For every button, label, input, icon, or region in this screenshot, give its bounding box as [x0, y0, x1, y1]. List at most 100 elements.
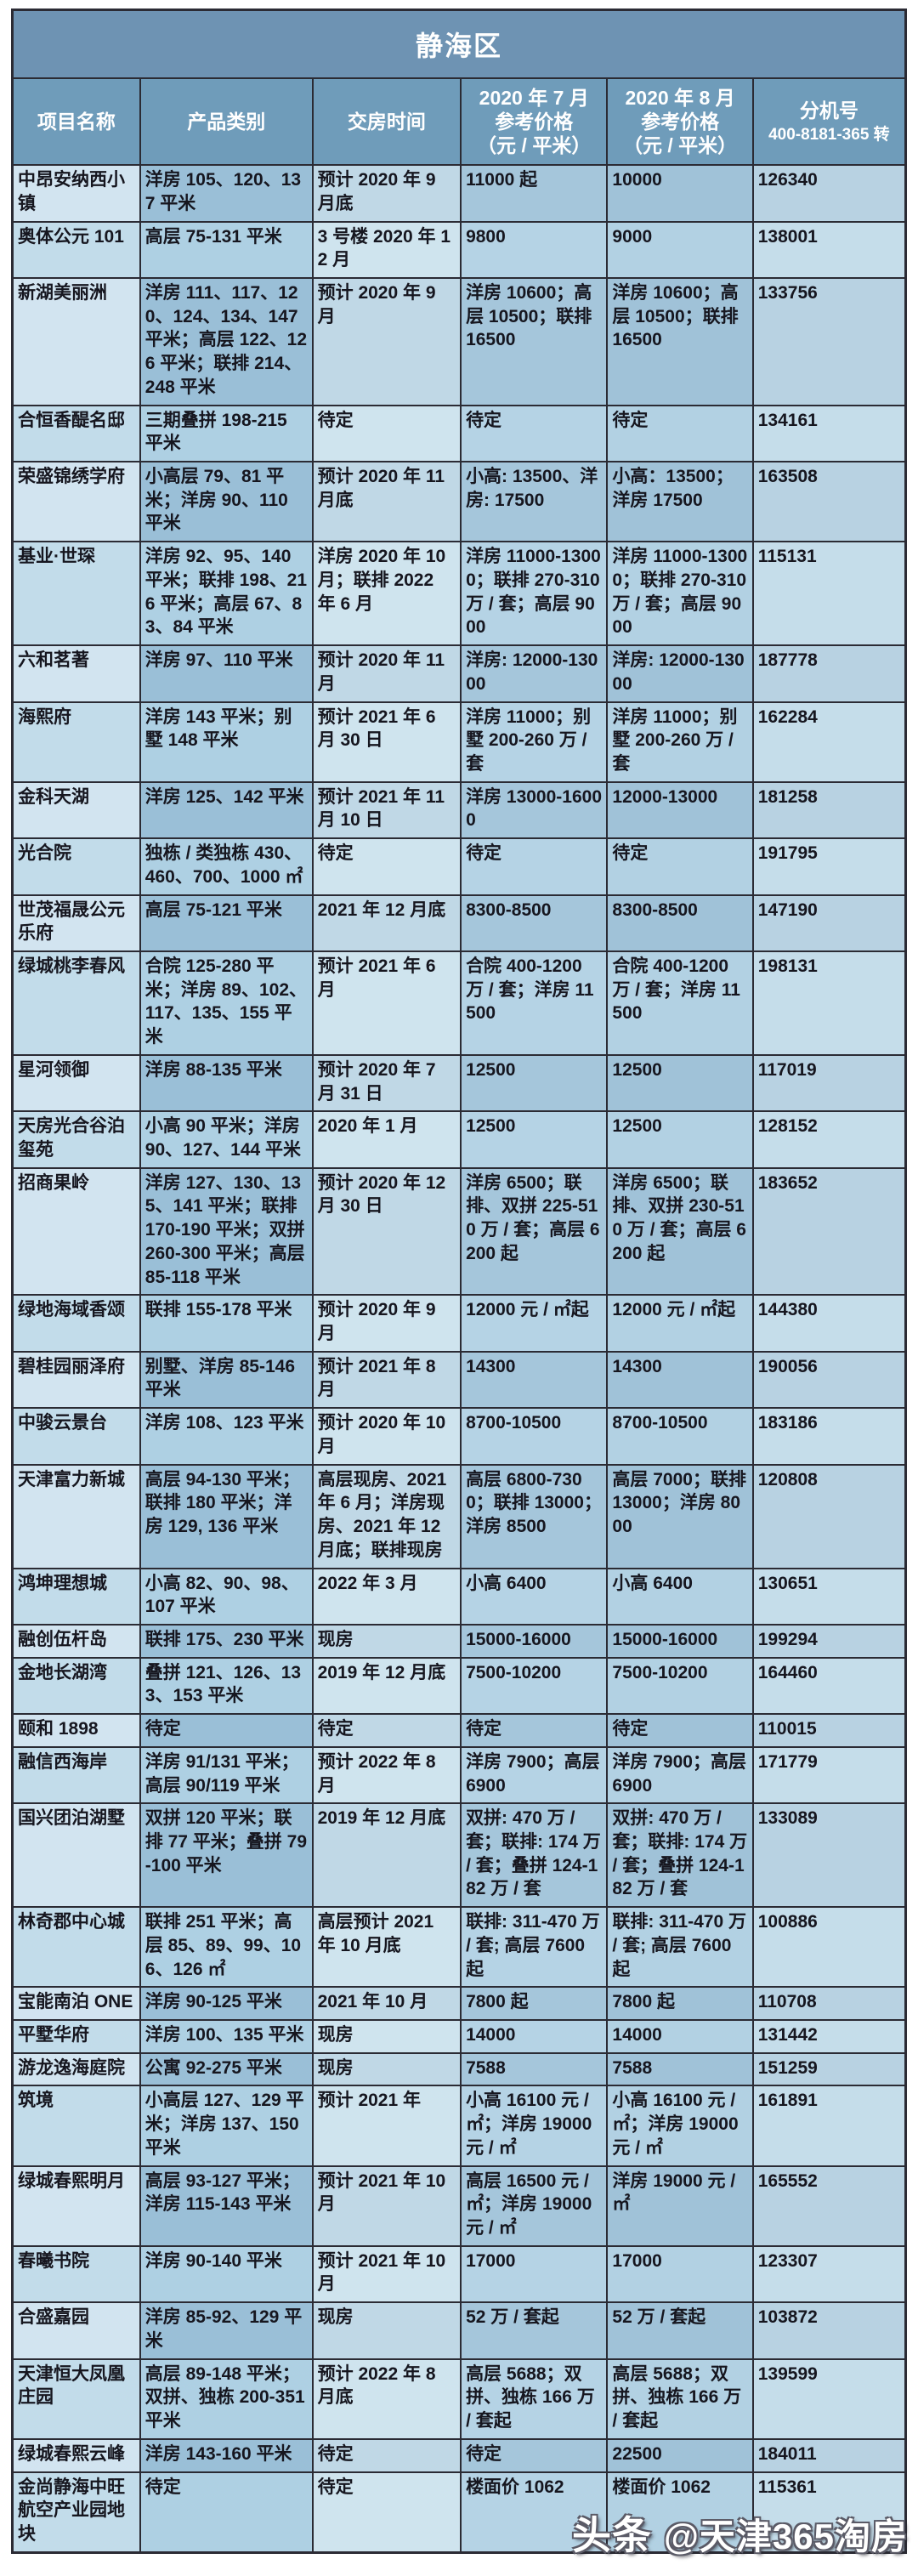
cell-extension: 120808	[751, 1463, 907, 1569]
cell-august-price: 22500	[606, 2437, 754, 2473]
watermark-brand-logo: 头条	[571, 2512, 652, 2557]
cell-delivery-time: 预计 2020 年 9 月底	[311, 164, 462, 223]
cell-project-name: 融信西海岸	[11, 1745, 141, 1805]
cell-july-price: 9800	[460, 220, 609, 280]
cell-extension: 191795	[751, 837, 907, 896]
cell-july-price: 高层 16500 元 / ㎡；洋房 19000 元 / ㎡	[460, 2165, 609, 2247]
cell-extension: 130651	[751, 1567, 907, 1626]
cell-july-price: 小高 6400	[460, 1567, 609, 1626]
cell-august-price: 小高 6400	[606, 1567, 754, 1626]
cell-product-type: 小高层 79、81 平米；洋房 90、110 平米	[139, 461, 314, 543]
cell-july-price: 洋房 11000-13000；联排 270-310 万 / 套；高层 9000	[460, 541, 609, 647]
table-row: 颐和 1898 待定 待定 待定 待定 110015	[11, 1713, 907, 1748]
cell-product-type: 高层 93-127 平米；洋房 115-143 平米	[139, 2165, 314, 2247]
cell-project-name: 碧桂园丽泽府	[11, 1350, 141, 1410]
table-title: 静海区	[11, 9, 907, 79]
table-row: 绿地海域香颂 联排 155-178 平米 预计 2020 年 9 月 12000 元 …	[11, 1294, 907, 1353]
cell-august-price: 洋房 11000；别墅 200-260 万 / 套	[606, 701, 754, 783]
cell-product-type: 三期叠拼 198-215 平米	[139, 404, 314, 463]
cell-july-price: 8700-10500	[460, 1407, 609, 1466]
cell-project-name: 天房光合谷泊玺苑	[11, 1110, 141, 1169]
cell-extension: 198131	[751, 950, 907, 1056]
cell-july-price: 待定	[460, 2437, 609, 2473]
cell-july-price: 洋房 11000；别墅 200-260 万 / 套	[460, 701, 609, 783]
cell-august-price: 9000	[606, 220, 754, 280]
table-row: 合盛嘉园 洋房 85-92、129 平米 现房 52 万 / 套起 52 万 / 套起 1…	[11, 2301, 907, 2360]
cell-july-price: 高层 6800-7300；联排 13000；洋房 8500	[460, 1463, 609, 1569]
cell-product-type: 待定	[139, 2471, 314, 2554]
cell-july-price: 洋房 7900；高层 6900	[460, 1745, 609, 1805]
cell-august-price: 17000	[606, 2244, 754, 2304]
cell-delivery-time: 2020 年 1 月	[311, 1110, 462, 1169]
col-header-product: 产品类别	[139, 77, 314, 167]
cell-july-price: 12500	[460, 1053, 609, 1113]
cell-product-type: 高层 75-121 平米	[139, 894, 314, 952]
table-row: 碧桂园丽泽府 别墅、洋房 85-146 平米 预计 2021 年 8 月 14300 1…	[11, 1350, 907, 1410]
table-row: 平墅华府 洋房 100、135 平米 现房 14000 14000 131442	[11, 2019, 907, 2054]
cell-extension: 171779	[751, 1745, 907, 1805]
cell-project-name: 宝能南泊 ONE	[11, 1986, 141, 2022]
cell-delivery-time: 2019 年 12 月底	[311, 1656, 462, 1716]
title-row: 静海区	[11, 9, 907, 79]
cell-product-type: 洋房 90-140 平米	[139, 2244, 314, 2304]
cell-product-type: 洋房 97、110 平米	[139, 644, 314, 703]
cell-august-price: 洋房: 12000-13000	[606, 644, 754, 703]
cell-product-type: 合院 125-280 平米；洋房 89、102、117、135、155 平米	[139, 950, 314, 1056]
cell-delivery-time: 预计 2020 年 11 月	[311, 644, 462, 703]
table-row: 天津恒大凤凰庄园 高层 89-148 平米；双拼、独栋 200-351 平米 预计 …	[11, 2358, 907, 2440]
cell-product-type: 洋房 90-125 平米	[139, 1986, 314, 2022]
cell-product-type: 联排 155-178 平米	[139, 1294, 314, 1353]
cell-product-type: 洋房 92、95、140 平米；联排 198、216 平米；高层 67、83、8…	[139, 541, 314, 647]
cell-project-name: 林奇郡中心城	[11, 1906, 141, 1989]
table-row: 融信西海岸 洋房 91/131 平米；高层 90/119 平米 预计 2022 年 …	[11, 1745, 907, 1805]
cell-july-price: 15000-16000	[460, 1623, 609, 1659]
cell-project-name: 世茂福晟公元乐府	[11, 894, 141, 952]
cell-project-name: 合恒香醍名邸	[11, 404, 141, 463]
cell-project-name: 光合院	[11, 837, 141, 896]
cell-july-price: 12500	[460, 1110, 609, 1169]
cell-project-name: 筑境	[11, 2085, 141, 2167]
cell-product-type: 洋房 85-92、129 平米	[139, 2301, 314, 2360]
cell-july-price: 52 万 / 套起	[460, 2301, 609, 2360]
cell-july-price: 17000	[460, 2244, 609, 2304]
cell-extension: 139599	[751, 2358, 907, 2440]
cell-delivery-time: 预计 2021 年 11 月 10 日	[311, 780, 462, 840]
cell-delivery-time: 待定	[311, 2471, 462, 2554]
table-row: 绿城春熙云峰 洋房 143-160 平米 待定 待定 22500 184011	[11, 2437, 907, 2473]
extension-hotline-number: 400-8181-365 转	[768, 125, 890, 144]
cell-extension: 144380	[751, 1294, 907, 1353]
cell-july-price: 7588	[460, 2051, 609, 2087]
cell-delivery-time: 预计 2021 年 6 月 30 日	[311, 701, 462, 783]
cell-august-price: 洋房 7900；高层 6900	[606, 1745, 754, 1805]
cell-extension: 110708	[751, 1986, 907, 2022]
cell-project-name: 星河领御	[11, 1053, 141, 1113]
cell-product-type: 联排 251 平米；高层 85、89、99、106、126 ㎡	[139, 1906, 314, 1989]
cell-august-price: 12000 元 / ㎡起	[606, 1294, 754, 1353]
cell-extension: 162284	[751, 701, 907, 783]
cell-extension: 131442	[751, 2019, 907, 2054]
cell-delivery-time: 现房	[311, 2019, 462, 2054]
cell-july-price: 小高: 13500、洋房: 17500	[460, 461, 609, 543]
cell-project-name: 绿地海域香颂	[11, 1294, 141, 1353]
cell-extension: 138001	[751, 220, 907, 280]
watermark: 头条 @天津365淘房	[572, 2505, 908, 2561]
cell-august-price: 52 万 / 套起	[606, 2301, 754, 2360]
cell-project-name: 中昂安纳西小镇	[11, 164, 141, 223]
cell-product-type: 叠拼 121、126、133、153 平米	[139, 1656, 314, 1716]
cell-delivery-time: 预计 2021 年 6 月	[311, 950, 462, 1056]
table-row: 招商果岭 洋房 127、130、135、141 平米；联排 170-190 平米；…	[11, 1166, 907, 1297]
cell-extension: 164460	[751, 1656, 907, 1716]
cell-august-price: 联排: 311-470 万 / 套; 高层 7600 起	[606, 1906, 754, 1989]
cell-delivery-time: 预计 2021 年 8 月	[311, 1350, 462, 1410]
cell-product-type: 小高层 127、129 平米；洋房 137、150 平米	[139, 2085, 314, 2167]
cell-delivery-time: 预计 2020 年 11 月底	[311, 461, 462, 543]
cell-project-name: 绿城春熙明月	[11, 2165, 141, 2247]
cell-august-price: 7588	[606, 2051, 754, 2087]
cell-product-type: 洋房 105、120、137 平米	[139, 164, 314, 223]
cell-delivery-time: 3 号楼 2020 年 12 月	[311, 220, 462, 280]
cell-august-price: 12500	[606, 1053, 754, 1113]
cell-july-price: 待定	[460, 404, 609, 463]
cell-august-price: 洋房 10600；高层 10500；联排 16500	[606, 277, 754, 406]
cell-project-name: 国兴团泊湖墅	[11, 1802, 141, 1909]
